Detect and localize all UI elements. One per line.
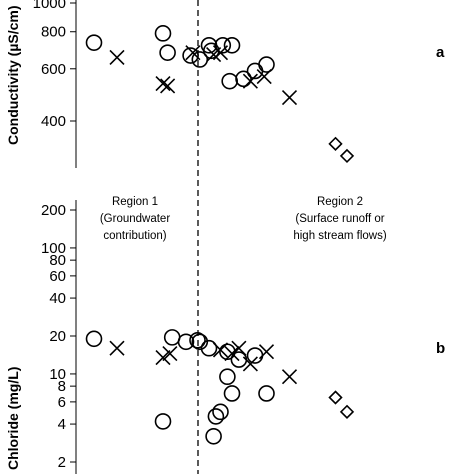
y-tick-label: 2 (58, 454, 66, 471)
y-tick-label: 400 (41, 113, 66, 130)
ticks-a: 400 600 800 1000 (33, 0, 76, 130)
region2-annotation: Region 2 (Surface runoff or high stream … (293, 196, 386, 242)
marks-b (85, 329, 355, 445)
diamond-marker (328, 390, 343, 405)
region1-line3: contribution) (103, 230, 166, 242)
circle-marker (191, 333, 209, 351)
cross-marker (258, 344, 275, 360)
ylabel-a: Conductivity (µS/cm) (5, 5, 21, 145)
circle-marker (159, 44, 176, 61)
panel-label-b: b (436, 340, 445, 357)
circle-marker (221, 72, 238, 90)
circle-marker (154, 413, 172, 430)
y-tick-label: 600 (41, 61, 66, 78)
circle-marker (214, 37, 232, 54)
cross-marker (109, 49, 125, 66)
circle-marker (177, 333, 195, 351)
cross-marker (281, 369, 298, 385)
cross-marker (185, 45, 201, 61)
y-tick-label: 80 (49, 252, 66, 269)
cross-marker (231, 340, 247, 356)
region1-line2: (Groundwater (100, 213, 170, 225)
circle-marker (258, 56, 275, 73)
diamond-marker (328, 136, 343, 151)
cross-marker (160, 78, 176, 94)
y-tick-label: 60 (49, 268, 66, 285)
circle-marker (223, 385, 241, 402)
y-tick-label: 20 (49, 328, 66, 345)
circle-marker (191, 51, 209, 68)
circle-marker (207, 408, 225, 425)
circle-marker (85, 330, 103, 348)
cross-marker (162, 346, 178, 362)
cross-marker (212, 342, 229, 358)
region2-line2: (Surface runoff or (295, 213, 384, 225)
y-tick-label: 4 (58, 416, 66, 433)
cross-marker (155, 349, 171, 366)
y-tick-label: 200 (41, 202, 66, 219)
circle-marker (219, 368, 236, 386)
circle-marker (85, 34, 103, 51)
diamond-marker (339, 148, 355, 164)
circle-marker (223, 37, 241, 54)
region2-line3: high stream flows) (293, 230, 386, 242)
cross-marker (109, 340, 125, 356)
circle-marker (246, 347, 264, 364)
y-tick-label: 6 (58, 394, 66, 411)
circle-marker (182, 47, 199, 64)
circle-marker (189, 331, 206, 349)
circle-marker (200, 339, 218, 357)
panel-label-a: a (436, 44, 445, 61)
y-tick-label: 100 (41, 240, 66, 257)
cross-marker (212, 45, 229, 61)
cross-marker (256, 68, 272, 85)
cross-marker (224, 346, 240, 362)
region1-line1: Region 1 (112, 196, 158, 208)
region2-line1: Region 2 (317, 196, 363, 208)
circle-marker (258, 385, 275, 402)
diamond-marker (339, 404, 355, 419)
ylabel-b: Chloride (mg/L) (5, 367, 21, 470)
cross-marker (281, 89, 298, 106)
circle-marker (212, 403, 229, 421)
cross-marker (242, 356, 258, 372)
y-tick-label: 800 (41, 24, 66, 41)
region1-annotation: Region 1 (Groundwater contribution) (100, 196, 170, 242)
cross-marker (155, 75, 171, 92)
circle-marker (154, 25, 172, 42)
y-tick-label: 8 (58, 378, 66, 395)
cross-marker (242, 73, 258, 89)
y-tick-label: 40 (49, 290, 66, 307)
circle-marker (205, 427, 222, 445)
marks-a (85, 25, 355, 164)
y-tick-label: 10 (49, 366, 66, 383)
circle-marker (235, 70, 252, 88)
y-tick-label: 1000 (33, 0, 66, 12)
circle-marker (163, 329, 181, 346)
